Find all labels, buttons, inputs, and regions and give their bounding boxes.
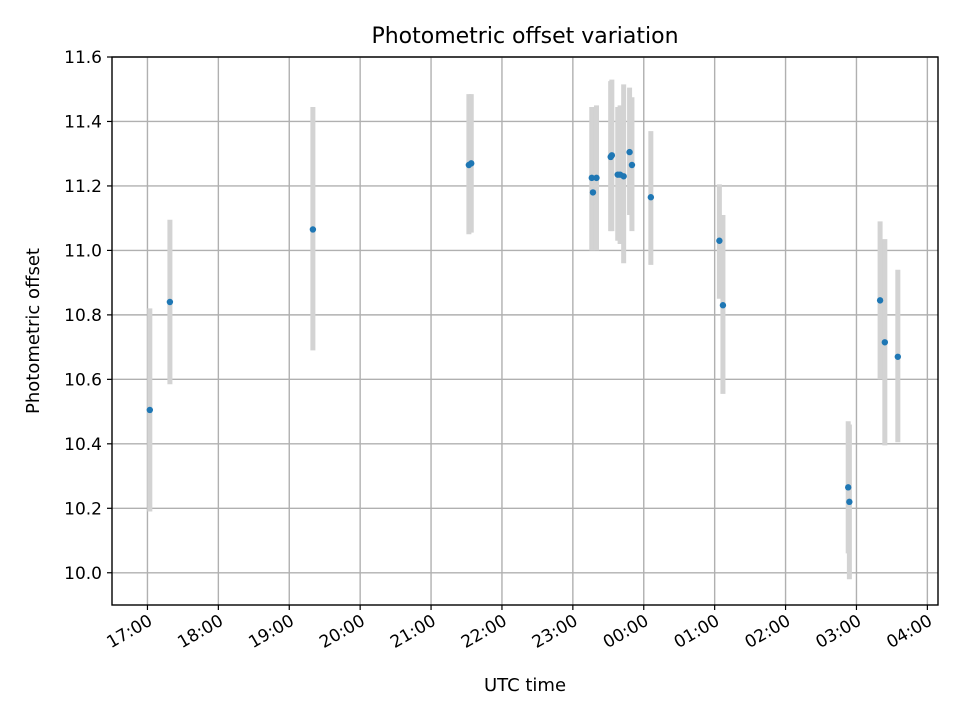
y-tick-label: 10.2 <box>64 499 102 519</box>
x-axis-label: UTC time <box>484 675 566 696</box>
data-point <box>588 174 595 182</box>
data-point <box>608 152 616 159</box>
data-point <box>146 406 154 414</box>
chart-title: Photometric offset variation <box>371 24 678 49</box>
data-point <box>876 297 884 304</box>
y-tick-label: 11.4 <box>64 112 102 132</box>
data-points <box>146 148 902 506</box>
y-tick-label: 10.6 <box>64 370 102 390</box>
y-tick-label: 10.8 <box>64 306 102 326</box>
data-point <box>628 161 636 169</box>
data-point <box>716 237 723 244</box>
y-axis-ticks: 10.0 10.2 10.4 10.6 10.8 11.0 11.2 11.4 11.6 <box>64 48 112 584</box>
data-point <box>589 189 597 196</box>
data-point <box>468 160 475 167</box>
data-point <box>309 226 317 233</box>
y-tick-label: 11.0 <box>64 241 102 261</box>
data-point <box>844 484 852 491</box>
data-point <box>626 148 633 156</box>
y-tick-label: 11.6 <box>64 48 102 68</box>
plot-frame <box>111 56 939 606</box>
data-point <box>166 298 174 306</box>
data-point <box>719 302 727 309</box>
data-point <box>846 498 853 506</box>
data-point <box>881 339 889 346</box>
y-axis-label: Photometric offset <box>23 248 44 414</box>
data-point <box>647 194 655 201</box>
y-tick-label: 10.4 <box>64 435 102 455</box>
data-point <box>894 353 902 360</box>
data-point <box>593 174 600 182</box>
y-tick-label: 11.2 <box>64 177 102 197</box>
data-point <box>620 173 627 180</box>
y-tick-label: 10.0 <box>64 564 102 584</box>
